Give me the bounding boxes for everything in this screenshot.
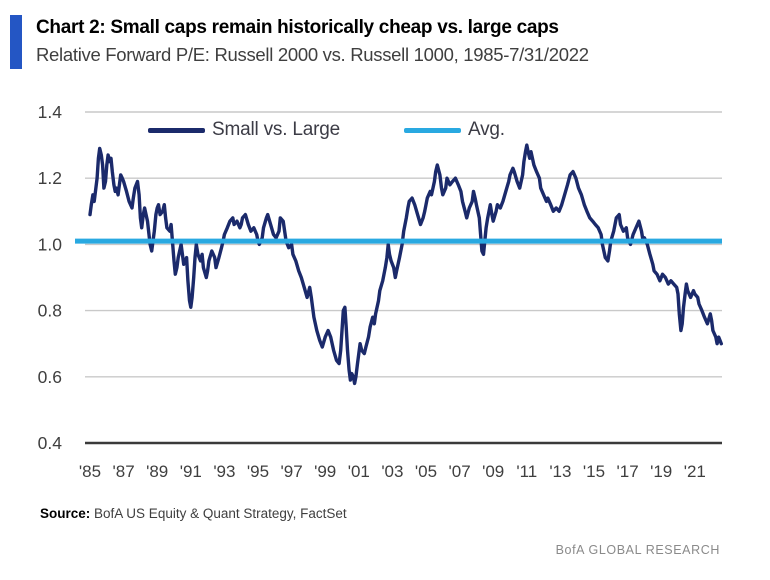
x-tick-label: '11 bbox=[516, 462, 537, 481]
y-tick-label: 0.4 bbox=[38, 433, 63, 453]
legend-label-small-vs-large: Small vs. Large bbox=[212, 119, 340, 140]
x-tick-label: '09 bbox=[482, 462, 504, 481]
series-line bbox=[88, 143, 723, 386]
x-tick-label: '85 bbox=[79, 462, 101, 481]
page-subtitle: Relative Forward P/E: Russell 2000 vs. R… bbox=[36, 44, 589, 65]
legend-label-avg: Avg. bbox=[467, 119, 505, 140]
x-tick-label: '01 bbox=[348, 462, 370, 481]
x-tick-label: '87 bbox=[113, 462, 135, 481]
y-tick-label: 1.4 bbox=[38, 102, 63, 122]
x-tick-label: '21 bbox=[684, 462, 706, 481]
x-tick-label: '19 bbox=[650, 462, 672, 481]
x-tick-label: '97 bbox=[281, 462, 303, 481]
brand-text: BofA GLOBAL RESEARCH bbox=[555, 543, 720, 557]
small-vs-large-line-key bbox=[148, 127, 205, 133]
y-tick-label: 1.2 bbox=[38, 168, 62, 188]
legend-item-small-vs-large: Small vs. Large bbox=[148, 119, 340, 141]
accent-bar bbox=[10, 15, 22, 69]
x-tick-label: '17 bbox=[617, 462, 639, 481]
x-tick-label: '95 bbox=[247, 462, 269, 481]
x-tick-label: '07 bbox=[449, 462, 471, 481]
y-tick-label: 1.0 bbox=[38, 234, 63, 254]
x-tick-label: '91 bbox=[180, 462, 202, 481]
page-title: Chart 2: Small caps remain historically … bbox=[36, 17, 559, 38]
x-tick-label: '15 bbox=[583, 462, 605, 481]
y-tick-label: 0.8 bbox=[38, 301, 62, 321]
x-tick-label: '03 bbox=[381, 462, 403, 481]
source-label: Source: bbox=[40, 506, 91, 521]
x-tick-label: '93 bbox=[213, 462, 235, 481]
x-tick-label: '99 bbox=[314, 462, 336, 481]
source-row: Source: BofA US Equity & Quant Strategy,… bbox=[40, 506, 347, 521]
y-tick-label: 0.6 bbox=[38, 367, 62, 387]
x-tick-label: '13 bbox=[549, 462, 571, 481]
avg-line-key bbox=[403, 127, 461, 133]
source-text: BofA US Equity & Quant Strategy, FactSet bbox=[94, 506, 347, 521]
x-tick-label: '89 bbox=[146, 462, 168, 481]
legend-item-avg: Avg. bbox=[403, 119, 505, 141]
chart-legend: Small vs. Large Avg. bbox=[148, 119, 505, 141]
x-tick-label: '05 bbox=[415, 462, 437, 481]
